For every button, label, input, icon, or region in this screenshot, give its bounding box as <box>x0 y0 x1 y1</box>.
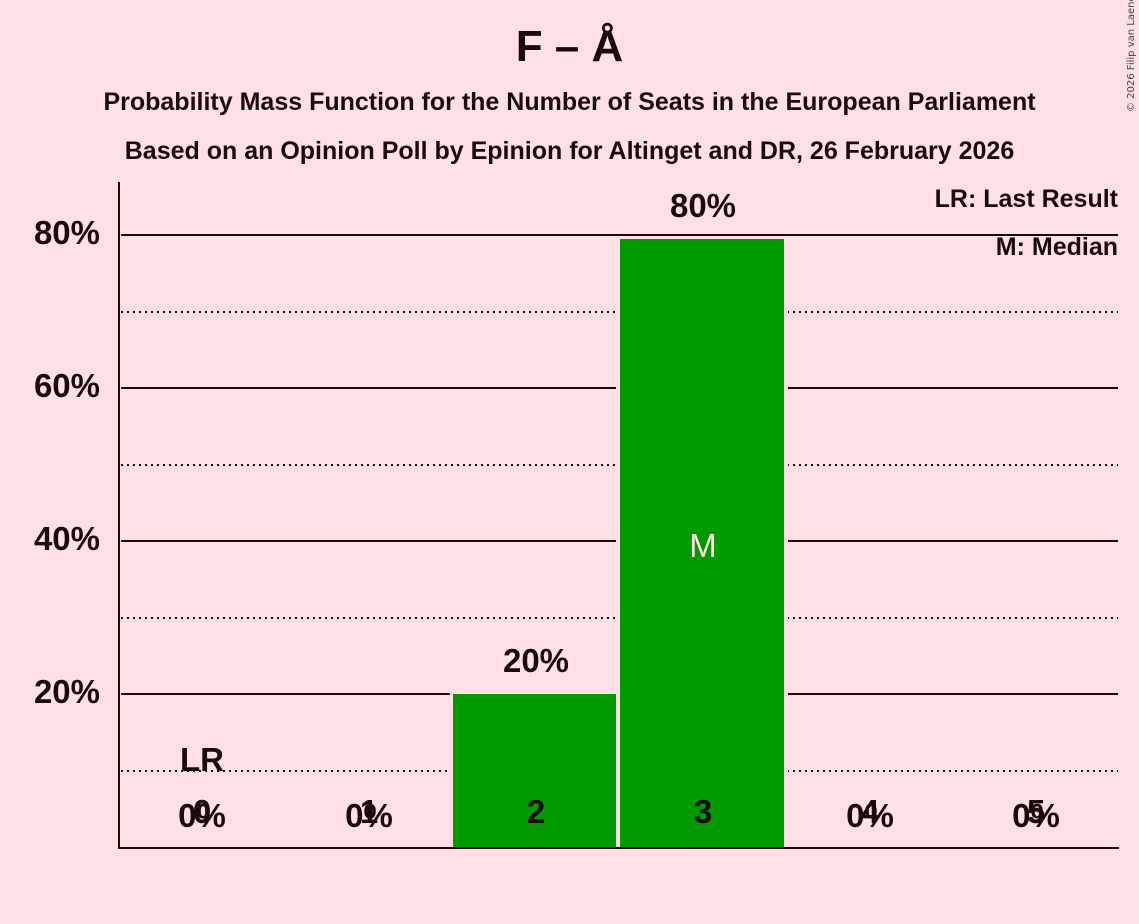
bar-label-0: 0% <box>178 797 226 834</box>
chart-title: F – Å <box>515 22 624 71</box>
bar-seats-2 <box>453 694 617 848</box>
last-result-marker: LR <box>180 741 224 778</box>
x-tick-1: 1 <box>359 793 379 830</box>
y-tick-20: 20% <box>33 673 100 710</box>
median-marker: M <box>689 527 717 564</box>
legend-last-result: LR: Last Result <box>934 185 1118 213</box>
x-tick-0: 0 <box>192 793 212 830</box>
chart-subtitle-1: Probability Mass Function for the Number… <box>103 88 1036 116</box>
x-tick-4: 4 <box>860 793 880 830</box>
bar-label-1: 0% <box>345 797 393 834</box>
bar-label-3: 80% <box>669 187 737 224</box>
legend-median: M: Median <box>995 233 1118 261</box>
x-tick-5: 5 <box>1026 793 1046 830</box>
y-tick-40: 40% <box>33 520 100 557</box>
bar-label-4: 0% <box>846 797 894 834</box>
y-tick-60: 60% <box>33 367 100 404</box>
chart-subtitle-2: Based on an Opinion Poll by Epinion for … <box>124 137 1015 165</box>
x-tick-2: 2 <box>526 793 546 830</box>
bar-label-5: 0% <box>1012 797 1060 834</box>
y-tick-80: 80% <box>33 214 100 251</box>
bar-seats-3 <box>620 239 784 848</box>
bar-label-2: 20% <box>502 642 570 679</box>
x-tick-3: 3 <box>693 793 713 830</box>
